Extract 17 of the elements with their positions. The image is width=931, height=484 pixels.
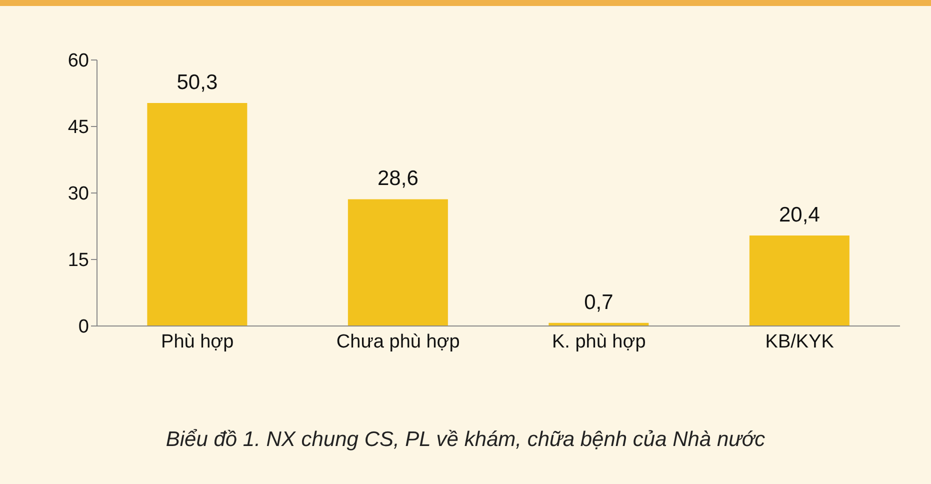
y-tick-label: 60	[68, 50, 89, 72]
x-tick-label: KB/KYK	[765, 331, 834, 352]
y-tick-label: 30	[68, 184, 89, 205]
x-tick-label: Phù hợp	[161, 331, 234, 352]
x-tick-label: K. phù hợp	[552, 331, 646, 352]
x-tick-label: Chưa phù hợp	[336, 331, 460, 352]
data-label: 20,4	[779, 204, 820, 227]
data-label: 28,6	[378, 167, 418, 190]
y-tick-label: 15	[68, 250, 89, 272]
text: Biểu đồ 1. NX chung CS, PL về khám, chữa bệnh của Nhà nước	[164, 428, 766, 452]
data-label: 50,3	[176, 71, 218, 94]
bar	[147, 103, 248, 326]
y-tick-label: 45	[68, 117, 89, 138]
y-tick-label: 0	[78, 316, 89, 338]
bar	[749, 236, 850, 326]
bar	[348, 199, 448, 326]
data-label: 0,7	[584, 290, 614, 314]
